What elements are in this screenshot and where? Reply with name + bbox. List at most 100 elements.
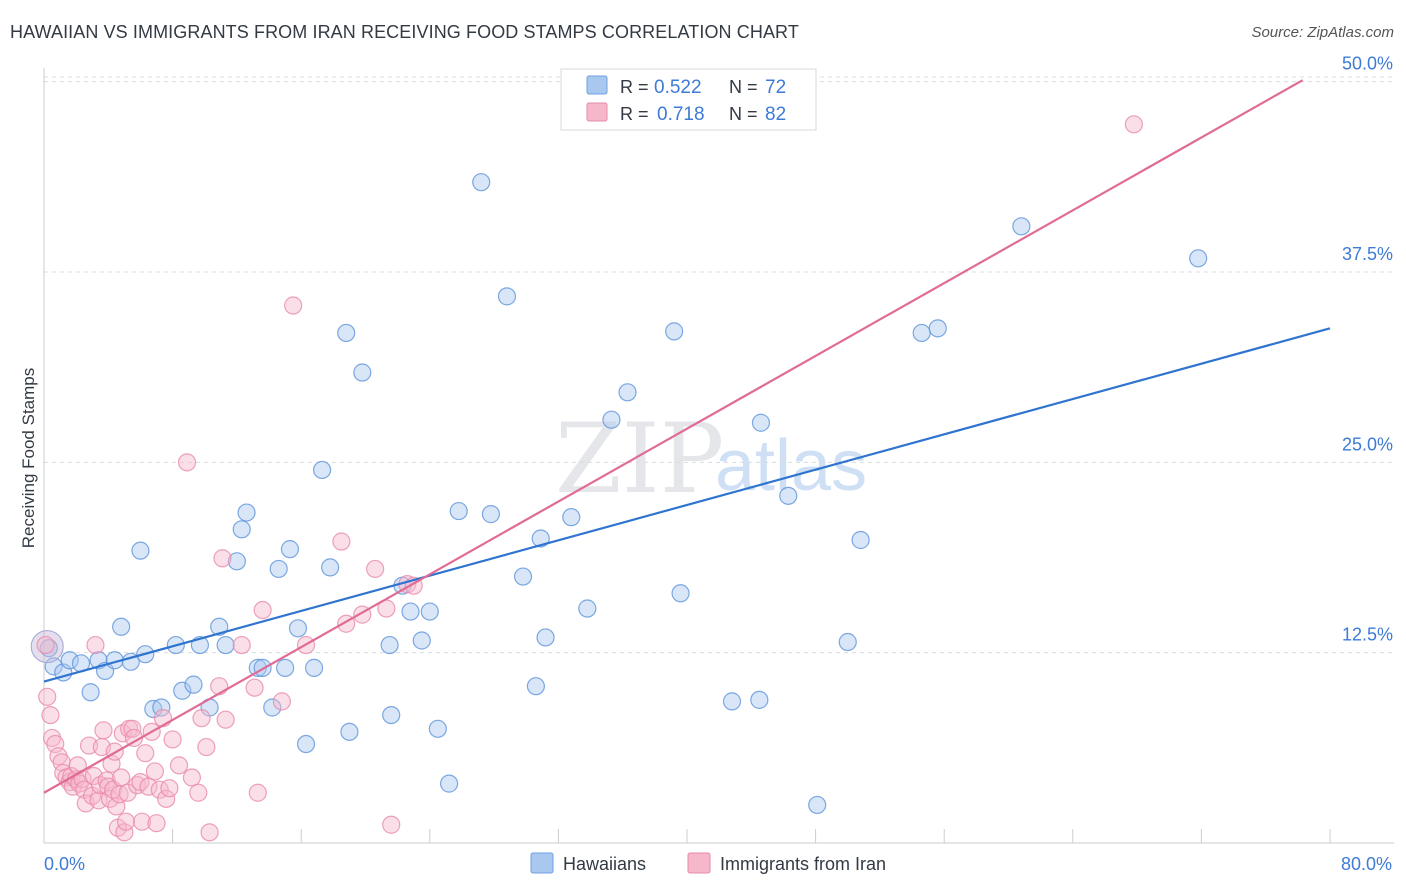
iran-point — [213, 549, 232, 568]
bottom-legend-label-hawaiians: Hawaiians — [563, 854, 646, 874]
iran-point — [123, 719, 142, 738]
chart-title: HAWAIIAN VS IMMIGRANTS FROM IRAN RECEIVI… — [10, 22, 799, 42]
hawaiian-point — [312, 460, 332, 480]
hawaiian-point — [750, 690, 769, 709]
iran-point — [160, 779, 179, 798]
series-legend: Hawaiians Immigrants from Iran — [530, 852, 886, 874]
hawaiian-point — [210, 617, 229, 636]
trend-lines — [43, 79, 1331, 794]
bottom-legend-label-iran: Immigrants from Iran — [720, 854, 886, 874]
hawaiian-point — [131, 541, 150, 560]
iran-point — [332, 532, 351, 551]
hawaiian-point — [531, 529, 550, 548]
hawaiian-point — [526, 677, 545, 696]
hawaiian-point — [280, 540, 300, 559]
hawaiian-point — [227, 552, 246, 571]
y-tick-label: 37.5% — [1342, 244, 1393, 264]
iran-point — [210, 677, 229, 696]
hawaiian-point — [439, 774, 459, 793]
series-hawaiians-points — [30, 173, 1208, 815]
hawaiian-point — [269, 559, 288, 579]
stats-legend: R = 0.522 N = 72 R = 0.718 N = 82 — [560, 68, 817, 131]
hawaiian-point — [779, 486, 798, 505]
bottom-legend-swatch-iran — [687, 852, 711, 874]
iran-point — [41, 705, 60, 725]
iran-point — [153, 709, 173, 728]
hawaiian-point — [340, 722, 359, 741]
iran-point — [216, 710, 235, 729]
iran-point — [139, 777, 158, 796]
hawaiian-point — [751, 413, 771, 432]
hawaiian-point — [263, 698, 282, 717]
trend-line-hawaiians — [43, 327, 1331, 683]
iran-point — [248, 783, 267, 802]
iran-point — [118, 783, 137, 802]
hawaiian-point — [428, 719, 447, 738]
bottom-legend-swatch-hawaiians — [530, 852, 554, 874]
iran-point — [157, 789, 176, 808]
hawaiian-point — [380, 635, 399, 655]
gridlines — [44, 76, 1394, 654]
hawaiian-point — [60, 651, 79, 670]
hawaiian-point — [184, 675, 203, 694]
legend-n-label-iran: N = — [729, 104, 758, 124]
legend-swatch-hawaiians — [586, 75, 608, 95]
hawaiian-point-large — [30, 630, 64, 664]
hawaiian-point — [928, 319, 947, 338]
iran-point — [189, 783, 208, 802]
hawaiian-point — [536, 628, 555, 647]
legend-n-label-hawaiians: N = — [729, 77, 758, 97]
hawaiian-point — [412, 631, 431, 650]
legend-n-value-hawaiians: 72 — [765, 77, 786, 98]
legend-r-label-hawaiians: R = — [620, 77, 649, 97]
iran-point — [177, 453, 197, 472]
y-tick-label: 50.0% — [1342, 54, 1393, 74]
x-ticks — [43, 829, 1331, 843]
hawaiian-point — [81, 683, 100, 702]
hawaiian-point — [513, 567, 533, 586]
y-tick-labels: 12.5% 25.0% 37.5% 50.0% — [1342, 54, 1393, 645]
source-label: Source: ZipAtlas.com — [1251, 24, 1394, 41]
iran-point — [1124, 115, 1143, 134]
iran-point — [147, 814, 166, 833]
iran-point — [36, 635, 55, 655]
hawaiian-point — [722, 692, 742, 711]
hawaiian-point — [232, 520, 251, 539]
iran-point — [38, 687, 57, 706]
hawaiian-point — [851, 530, 870, 550]
x-tick-label-max: 80.0% — [1341, 854, 1392, 874]
iran-point — [232, 635, 251, 655]
iran-point — [112, 768, 131, 787]
hawaiian-point — [39, 639, 58, 658]
iran-point — [253, 600, 272, 620]
iran-point — [245, 678, 264, 697]
iran-point — [382, 815, 401, 834]
series-iran-points — [36, 115, 1143, 842]
hawaiian-point — [449, 501, 468, 521]
iran-point — [169, 756, 189, 775]
axes — [43, 68, 1394, 844]
legend-r-label-iran: R = — [620, 104, 649, 124]
hawaiian-point — [1189, 249, 1208, 268]
iran-point — [200, 823, 219, 842]
hawaiian-point — [401, 602, 420, 621]
iran-point — [163, 730, 182, 749]
trend-line-iran — [43, 79, 1304, 794]
hawaiian-point — [112, 617, 131, 636]
hawaiian-point — [321, 558, 340, 577]
iran-point — [272, 692, 292, 711]
iran-point — [136, 744, 155, 763]
iran-point — [86, 635, 105, 655]
hawaiian-point — [665, 322, 684, 341]
y-tick-label: 25.0% — [1342, 434, 1393, 454]
legend-r-value-iran: 0.718 — [657, 104, 705, 125]
hawaiian-point — [276, 658, 295, 677]
hawaiian-point — [618, 383, 637, 402]
iran-point — [366, 559, 385, 579]
y-tick-label: 12.5% — [1342, 625, 1393, 645]
hawaiian-point — [420, 602, 439, 621]
legend-swatch-iran — [586, 102, 608, 122]
hawaiian-point — [288, 619, 308, 638]
hawaiian-point — [382, 705, 401, 725]
